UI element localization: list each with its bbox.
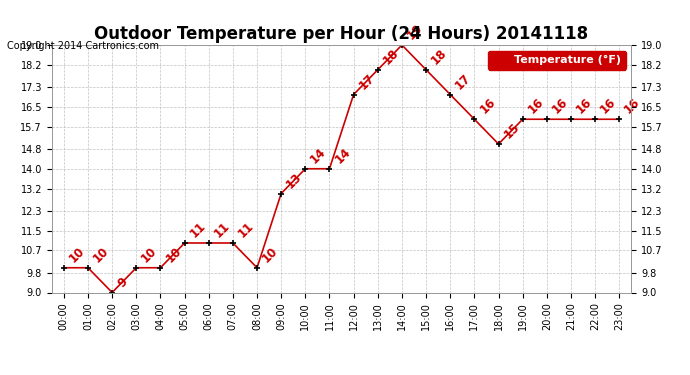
- Text: 16: 16: [526, 96, 546, 117]
- Text: 14: 14: [333, 145, 353, 166]
- Text: 16: 16: [477, 96, 498, 117]
- Text: 17: 17: [357, 71, 377, 92]
- Text: Copyright 2014 Cartronics.com: Copyright 2014 Cartronics.com: [7, 41, 159, 51]
- Text: 11: 11: [236, 219, 257, 240]
- Text: 13: 13: [284, 170, 305, 191]
- Text: 14: 14: [308, 145, 329, 166]
- Text: 11: 11: [188, 219, 208, 240]
- Text: 10: 10: [260, 244, 281, 265]
- Text: 10: 10: [91, 244, 112, 265]
- Text: 10: 10: [164, 244, 184, 265]
- Text: 10: 10: [139, 244, 160, 265]
- Text: 11: 11: [212, 219, 233, 240]
- Text: 16: 16: [598, 96, 619, 117]
- Text: 16: 16: [574, 96, 595, 117]
- Text: 9: 9: [115, 275, 130, 290]
- Text: 16: 16: [622, 96, 643, 117]
- Text: 16: 16: [550, 96, 571, 117]
- Text: 18: 18: [381, 46, 402, 67]
- Text: 15: 15: [502, 120, 522, 141]
- Title: Outdoor Temperature per Hour (24 Hours) 20141118: Outdoor Temperature per Hour (24 Hours) …: [95, 26, 589, 44]
- Text: 18: 18: [429, 46, 450, 67]
- Text: 10: 10: [67, 244, 88, 265]
- Text: 19: 19: [405, 21, 426, 42]
- Text: 17: 17: [453, 71, 474, 92]
- Legend: Temperature (°F): Temperature (°F): [488, 51, 626, 69]
